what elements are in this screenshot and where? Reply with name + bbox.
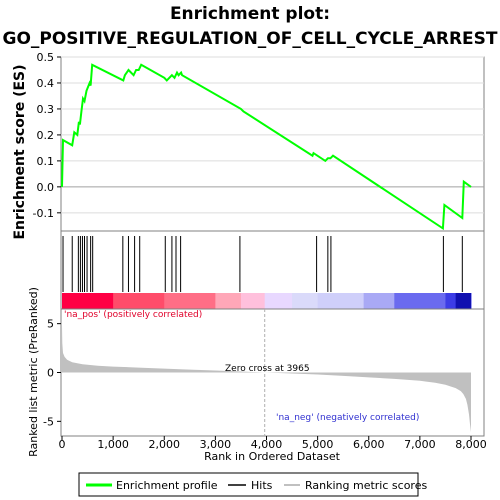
heat-strip-segment xyxy=(292,293,319,309)
rank-x-tick-label: 0 xyxy=(59,438,66,451)
heat-strip-segment xyxy=(164,293,216,309)
neg-correlated-label: 'na_neg' (negatively correlated) xyxy=(276,413,419,423)
heat-strip-segment xyxy=(113,293,165,309)
es-y-tick-label: 0.3 xyxy=(37,103,55,116)
rank-x-tick-label: 3,000 xyxy=(200,438,232,451)
es-y-tick-label: 0.2 xyxy=(37,129,55,142)
enrichment-panel xyxy=(60,56,485,232)
zero-cross-label: Zero cross at 3965 xyxy=(225,364,310,374)
rank-y-tick-label: -5 xyxy=(43,415,54,428)
rank-y-tick-label: 5 xyxy=(47,318,54,331)
pos-correlated-label: 'na_pos' (positively correlated) xyxy=(64,310,202,320)
ranking-y-axis-label: Ranked list metric (PreRanked) xyxy=(27,287,40,457)
heat-strip-segment xyxy=(317,293,365,309)
heat-strip-segment xyxy=(394,293,446,309)
rank-x-tick-label: 6,000 xyxy=(353,438,385,451)
es-y-tick-label: 0.1 xyxy=(37,155,55,168)
heat-strip-segment xyxy=(215,293,242,309)
heat-strip-segment xyxy=(455,293,471,309)
heat-strip-segment xyxy=(363,293,395,309)
rank-x-tick-label: 4,000 xyxy=(251,438,283,451)
ranked-list-heat-strip xyxy=(62,293,472,309)
enrichment-gridlines xyxy=(61,56,484,214)
es-y-tick-label: 0.0 xyxy=(37,181,55,194)
heat-strip-segment xyxy=(240,293,266,309)
enrichment-y-axis-label: Enrichment score (ES) xyxy=(12,64,28,239)
rank-x-tick-label: 2,000 xyxy=(149,438,181,451)
legend-box xyxy=(78,472,419,497)
ranking-x-ticks: 0 1,000 2,000 3,000 4,000 5,000 6,000 7,000 8,00… xyxy=(59,436,487,451)
rank-y-tick-label: 0 xyxy=(47,367,54,380)
heat-strip-segment xyxy=(264,293,293,309)
legend-enrichment-label: Enrichment profile xyxy=(116,479,218,492)
legend-ranking-label: Ranking metric scores xyxy=(305,479,427,492)
rank-x-tick-label: 5,000 xyxy=(302,438,334,451)
rank-x-tick-label: 8,000 xyxy=(455,438,487,451)
es-y-tick-label: -0.1 xyxy=(33,207,54,220)
hit-markers xyxy=(62,236,463,292)
ranking-y-ticks: -5 0 5 xyxy=(43,318,61,428)
chart-title-line2: GO_POSITIVE_REGULATION_OF_CELL_CYCLE_ARR… xyxy=(2,29,497,49)
enrichment-y-ticks: -0.1 0.0 0.1 0.2 0.3 0.4 0.5 xyxy=(33,51,61,220)
rank-x-tick-label: 1,000 xyxy=(97,438,129,451)
heat-strip-segment xyxy=(62,293,114,309)
legend-hits-label: Hits xyxy=(251,479,273,492)
ranking-x-axis-label: Rank in Ordered Dataset xyxy=(204,450,341,463)
es-y-tick-label: 0.4 xyxy=(37,77,55,90)
enrichment-profile-line xyxy=(61,63,472,231)
rank-x-tick-label: 7,000 xyxy=(404,438,436,451)
chart-title-line1: Enrichment plot: xyxy=(170,4,330,24)
es-y-tick-label: 0.5 xyxy=(37,51,55,64)
